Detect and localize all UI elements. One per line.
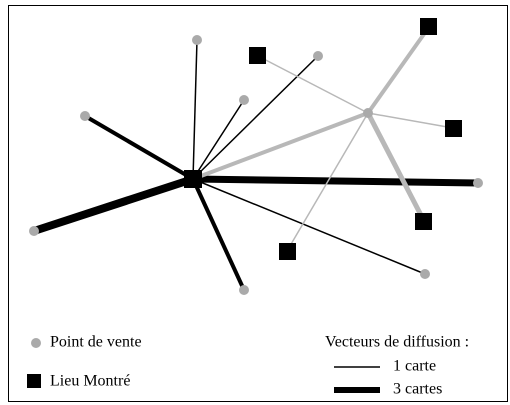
legend-one-label: 1 carte xyxy=(393,358,436,375)
point xyxy=(313,51,323,61)
legend-point-label: Point de vente xyxy=(50,334,142,351)
legend-lieu-icon xyxy=(27,374,41,388)
lieux-montres xyxy=(184,18,462,260)
vector xyxy=(367,112,454,129)
point xyxy=(80,111,90,121)
vector xyxy=(83,114,195,181)
legend-lieu-label: Lieu Montré xyxy=(50,373,130,390)
vector xyxy=(192,178,426,275)
black-vectors xyxy=(32,39,479,291)
frame xyxy=(8,5,508,402)
point xyxy=(29,226,39,236)
legend: Point de vente Lieu Montré Vecteurs de d… xyxy=(27,334,469,398)
point xyxy=(239,95,249,105)
vector xyxy=(257,55,369,114)
point xyxy=(239,285,249,295)
vector xyxy=(286,112,369,252)
point xyxy=(192,35,202,45)
lieu xyxy=(184,170,202,188)
point xyxy=(473,178,483,188)
legend-point-icon xyxy=(31,338,41,348)
vector xyxy=(192,39,198,180)
point xyxy=(420,269,430,279)
lieu xyxy=(249,47,266,64)
gray-vectors xyxy=(192,25,454,252)
legend-vectors-title: Vecteurs de diffusion : xyxy=(325,334,469,351)
lieu xyxy=(445,120,462,137)
vector xyxy=(366,25,431,115)
vector xyxy=(192,99,245,180)
lieu xyxy=(420,18,437,35)
vector xyxy=(365,111,427,223)
lieu xyxy=(415,213,432,230)
vector xyxy=(191,178,246,291)
vector xyxy=(192,111,369,181)
lieu xyxy=(279,243,296,260)
point xyxy=(363,108,373,118)
legend-three-label: 3 cartes xyxy=(393,381,442,398)
points-de-vente xyxy=(29,35,483,295)
vector xyxy=(192,175,479,187)
vector xyxy=(32,175,195,235)
